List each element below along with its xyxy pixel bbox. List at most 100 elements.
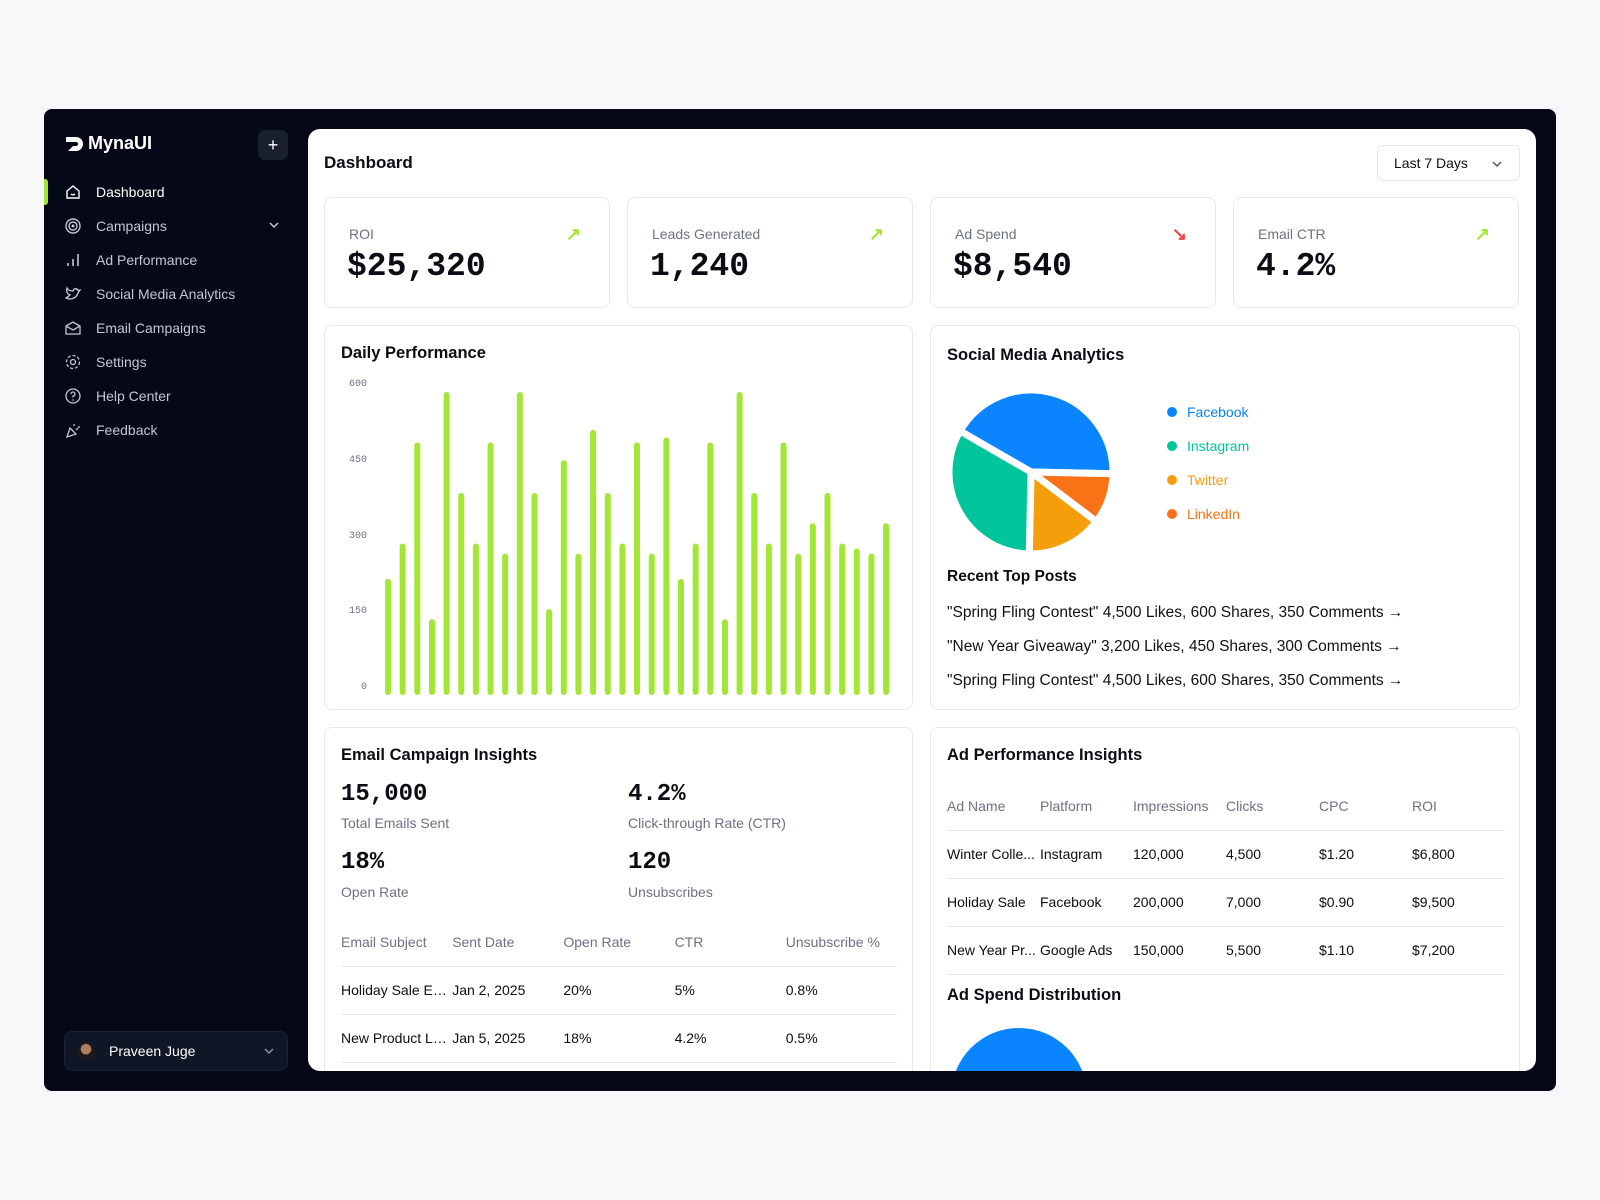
email-table: Email Subject Sent Date Open Rate CTR Unsubs… xyxy=(341,918,897,1063)
table-row[interactable]: Holiday Sale Facebook 200,000 7,000 $0.90 $9,… xyxy=(947,878,1505,927)
bar xyxy=(428,619,435,695)
arrow-up-right-icon: ↗ xyxy=(565,224,581,244)
bar xyxy=(707,442,714,695)
logo-icon xyxy=(66,136,83,151)
table-cell: 200,000 xyxy=(1133,878,1226,927)
bar xyxy=(751,493,758,695)
top-post-link[interactable]: "Spring Fling Contest" 4,500 Likes, 600 … xyxy=(947,672,1404,689)
table-cell: New Year Pr... xyxy=(947,926,1040,975)
legend-item[interactable]: Facebook xyxy=(1167,404,1248,420)
table-header-row: Ad Name Platform Impressions Clicks CPC ROI xyxy=(947,782,1505,831)
column-header[interactable]: CPC xyxy=(1319,782,1412,831)
bar xyxy=(678,578,684,695)
column-header[interactable]: Unsubscribe % xyxy=(785,918,897,967)
stat-value: 18% xyxy=(341,849,385,876)
legend-item[interactable]: Instagram xyxy=(1167,438,1249,454)
social-media-card: Social Media Analytics Facebook Instagram… xyxy=(930,325,1520,710)
bar xyxy=(516,392,523,695)
kpi-value: 4.2% xyxy=(1256,248,1336,285)
legend-item[interactable]: Twitter xyxy=(1167,472,1228,488)
sidebar-item-settings[interactable]: Settings xyxy=(44,345,308,379)
sidebar-item-email-campaigns[interactable]: Email Campaigns xyxy=(44,311,308,345)
sidebar-item-label: Dashboard xyxy=(96,184,165,200)
column-header[interactable]: Clicks xyxy=(1226,782,1319,831)
table-cell: Jan 2, 2025 xyxy=(452,966,564,1015)
sidebar-item-dashboard[interactable]: Dashboard xyxy=(44,175,308,209)
column-header[interactable]: ROI xyxy=(1412,782,1505,831)
table-cell: $7,200 xyxy=(1412,926,1505,975)
y-tick-label: 600 xyxy=(348,379,367,390)
bar xyxy=(868,553,875,695)
bar xyxy=(546,609,553,695)
sidebar-item-label: Help Center xyxy=(96,388,171,404)
sidebar-item-feedback[interactable]: Feedback xyxy=(44,413,308,447)
sidebar-item-label: Email Campaigns xyxy=(96,320,206,336)
bar xyxy=(692,543,699,695)
kpi-value: 1,240 xyxy=(650,248,750,285)
table-cell: 4,500 xyxy=(1226,830,1319,879)
table-row[interactable]: Holiday Sale En... Jan 2, 2025 20% 5% 0.8% xyxy=(341,966,897,1015)
sidebar-nav: Dashboard Campaigns Ad Performance Social M… xyxy=(44,175,308,447)
sidebar-item-social-media-analytics[interactable]: Social Media Analytics xyxy=(44,277,308,311)
kpi-card-leads-generated: Leads Generated 1,240 ↗ xyxy=(627,197,913,308)
column-header[interactable]: Platform xyxy=(1040,782,1133,831)
chevron-down-icon[interactable] xyxy=(268,218,280,234)
recent-posts-title: Recent Top Posts xyxy=(947,568,1077,585)
email-insights-title: Email Campaign Insights xyxy=(341,746,538,764)
table-cell: 7,000 xyxy=(1226,878,1319,927)
ad-spend-title: Ad Spend Distribution xyxy=(947,986,1122,1004)
stat-label: Click-through Rate (CTR) xyxy=(628,815,786,831)
ad-spend-pie xyxy=(951,1028,1087,1071)
sidebar-item-ad-performance[interactable]: Ad Performance xyxy=(44,243,308,277)
bar xyxy=(443,392,450,695)
top-post-link[interactable]: "Spring Fling Contest" 4,500 Likes, 600 … xyxy=(947,604,1404,621)
table-cell: 18% xyxy=(563,1014,675,1063)
bar xyxy=(663,437,670,695)
user-name: Praveen Juge xyxy=(109,1043,196,1059)
table-cell: Holiday Sale En... xyxy=(341,966,453,1015)
table-cell: $1.10 xyxy=(1319,926,1412,975)
bar xyxy=(883,523,890,695)
sidebar-item-help-center[interactable]: Help Center xyxy=(44,379,308,413)
pie-slice-instagram xyxy=(945,427,1035,558)
table-cell: 5,500 xyxy=(1226,926,1319,975)
column-header[interactable]: Open Rate xyxy=(563,918,675,967)
column-header[interactable]: Sent Date xyxy=(452,918,564,967)
sidebar-item-label: Social Media Analytics xyxy=(96,286,236,302)
bar xyxy=(472,543,479,695)
stat-value: 15,000 xyxy=(341,781,428,808)
legend-item[interactable]: LinkedIn xyxy=(1167,506,1240,522)
column-header[interactable]: CTR xyxy=(674,918,786,967)
table-row[interactable]: New Product La... Jan 5, 2025 18% 4.2% 0.5% xyxy=(341,1014,897,1063)
ad-insights-title: Ad Performance Insights xyxy=(947,746,1143,764)
kpi-card-roi: ROI $25,320 ↗ xyxy=(324,197,610,308)
user-menu[interactable]: Praveen Juge xyxy=(64,1031,288,1071)
bar xyxy=(575,553,582,695)
table-cell: Google Ads xyxy=(1040,926,1133,975)
add-button[interactable]: + xyxy=(258,130,288,160)
table-row[interactable]: New Year Pr... Google Ads 150,000 5,500 $1.1… xyxy=(947,926,1505,975)
bar xyxy=(502,553,509,695)
table-row[interactable]: Winter Colle... Instagram 120,000 4,500 $1.2… xyxy=(947,830,1505,879)
column-header[interactable]: Impressions xyxy=(1133,782,1226,831)
top-post-link[interactable]: "New Year Giveaway" 3,200 Likes, 450 Sha… xyxy=(947,638,1402,655)
sidebar-item-campaigns[interactable]: Campaigns xyxy=(44,209,308,243)
bar xyxy=(487,442,494,695)
legend-dot xyxy=(1167,475,1177,485)
legend-dot xyxy=(1167,509,1177,519)
chevron-down-icon xyxy=(264,1048,274,1055)
y-tick-label: 0 xyxy=(360,682,367,693)
table-cell: Holiday Sale xyxy=(947,878,1040,927)
bar xyxy=(385,578,391,695)
logo[interactable]: MynaUI xyxy=(64,133,152,154)
main-panel: Dashboard Last 7 Days ROI $25,320 ↗ Leads G… xyxy=(308,129,1536,1071)
logo-text: MynaUI xyxy=(88,133,153,153)
column-header[interactable]: Email Subject xyxy=(341,918,453,967)
date-range-select[interactable]: Last 7 Days xyxy=(1377,145,1520,181)
ad-table: Ad Name Platform Impressions Clicks CPC ROI Wi… xyxy=(947,782,1505,975)
bar xyxy=(780,442,787,695)
bar xyxy=(795,553,802,695)
y-tick-label: 450 xyxy=(348,454,367,466)
sidebar-item-label: Settings xyxy=(96,354,147,370)
column-header[interactable]: Ad Name xyxy=(947,782,1040,831)
